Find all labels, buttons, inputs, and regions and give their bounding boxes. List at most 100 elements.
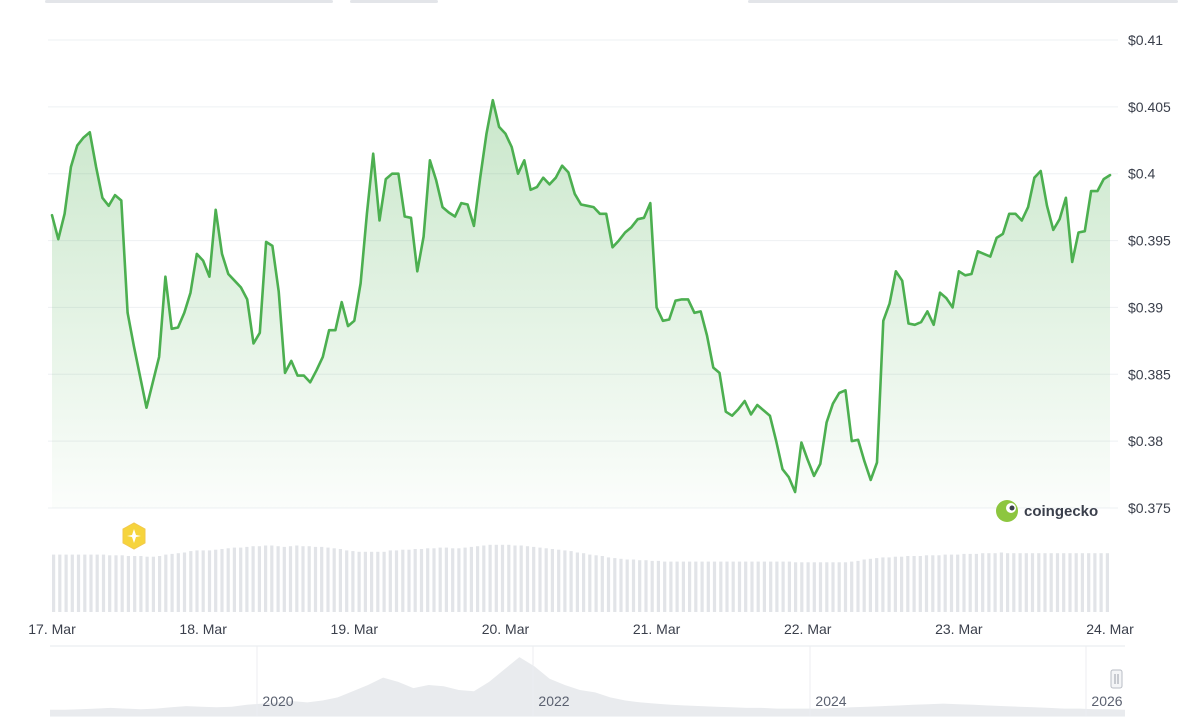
x-tick-label: 24. Mar xyxy=(1086,621,1134,637)
volume-bar xyxy=(787,561,791,612)
volume-bar xyxy=(326,547,330,612)
volume-bar xyxy=(1006,553,1010,612)
volume-bar xyxy=(295,545,299,612)
volume-bar xyxy=(488,544,492,612)
x-tick-label: 21. Mar xyxy=(633,621,681,637)
volume-bar xyxy=(376,551,380,612)
y-tick-label: $0.385 xyxy=(1128,366,1171,382)
volume-bar xyxy=(906,556,910,612)
volume-bar xyxy=(1055,553,1060,612)
x-tick-label: 17. Mar xyxy=(28,621,76,637)
volume-bar xyxy=(394,550,399,612)
volume-bar xyxy=(550,549,554,612)
volume-bar xyxy=(557,549,561,612)
volume-bar xyxy=(625,559,629,612)
volume-bar xyxy=(706,561,710,612)
volume-bar xyxy=(843,562,848,612)
volume-bar xyxy=(837,562,841,612)
y-tick-label: $0.375 xyxy=(1128,500,1171,516)
volume-bar xyxy=(656,560,660,612)
navigator-history xyxy=(50,646,1125,716)
volume-bar xyxy=(120,555,124,612)
volume-bar xyxy=(613,558,617,612)
volume-bar xyxy=(588,554,592,612)
volume-bar xyxy=(981,553,985,612)
y-tick-label: $0.4 xyxy=(1128,166,1155,182)
volume-bar xyxy=(70,554,74,612)
range-navigator[interactable]: 2020 2022 2024 2026 xyxy=(50,645,1125,717)
volume-bar xyxy=(270,545,274,612)
volume-bar xyxy=(282,546,286,612)
navigator-handle[interactable] xyxy=(1110,669,1123,689)
volume-bar xyxy=(1018,553,1022,612)
volume-bar xyxy=(494,544,498,612)
volume-bar xyxy=(806,562,810,612)
volume-bar xyxy=(513,545,517,612)
navigator-axis: 2020 2022 2024 2026 xyxy=(262,693,1122,709)
volume-bar xyxy=(669,561,673,612)
volume-bar xyxy=(507,544,511,612)
volume-bar xyxy=(875,558,879,612)
price-line-series xyxy=(50,98,1112,494)
volume-bar xyxy=(482,545,486,612)
volume-bar xyxy=(476,546,480,612)
volume-bar xyxy=(370,551,374,612)
volume-bar xyxy=(681,561,685,612)
volume-bar xyxy=(606,557,611,612)
volume-bar xyxy=(731,561,735,612)
volume-bar xyxy=(1012,553,1016,612)
volume-bar xyxy=(1068,553,1072,612)
event-marker-icon[interactable] xyxy=(122,522,146,550)
volume-bar xyxy=(151,556,155,612)
volume-bar xyxy=(257,546,261,612)
volume-bar xyxy=(519,545,523,612)
volume-bar xyxy=(887,557,891,612)
volume-bar xyxy=(401,549,405,612)
x-axis: 17. Mar 18. Mar 19. Mar 20. Mar 21. Mar 22. M… xyxy=(28,621,1134,637)
y-tick-label: $0.41 xyxy=(1128,32,1163,48)
volume-bar xyxy=(245,546,249,612)
volume-bar xyxy=(1093,553,1097,612)
volume-bar xyxy=(544,548,548,612)
y-axis: $0.41 $0.405 $0.4 $0.395 $0.39 $0.385 $0.38 $0.… xyxy=(1128,32,1171,516)
volume-bar xyxy=(382,551,386,612)
volume-bar xyxy=(158,556,162,612)
volume-bar xyxy=(1049,553,1053,612)
volume-bar xyxy=(307,546,311,612)
volume-bar xyxy=(794,562,798,612)
volume-bar xyxy=(1087,553,1091,612)
volume-bar xyxy=(962,553,966,612)
volume-bar xyxy=(332,548,336,612)
volume-bar xyxy=(320,546,324,612)
volume-bar xyxy=(538,547,542,612)
volume-bar xyxy=(644,560,648,612)
volume-bar xyxy=(189,551,193,612)
volume-bar xyxy=(133,556,137,612)
volume-bar xyxy=(1037,553,1041,612)
volume-bar xyxy=(426,548,430,612)
y-tick-label: $0.395 xyxy=(1128,233,1171,249)
navigator-year-label: 2024 xyxy=(815,693,846,709)
volume-bar xyxy=(1024,553,1028,612)
volume-bars xyxy=(52,544,1109,612)
volume-bar xyxy=(363,551,367,612)
price-area-fill xyxy=(52,100,1110,508)
x-tick-label: 22. Mar xyxy=(784,621,832,637)
volume-bar xyxy=(101,554,106,612)
volume-bar xyxy=(569,551,573,612)
x-tick-label: 19. Mar xyxy=(331,621,379,637)
volume-bar xyxy=(207,550,212,612)
volume-bar xyxy=(719,561,723,612)
volume-bar xyxy=(1030,553,1035,612)
volume-bar xyxy=(195,550,199,612)
volume-bar xyxy=(688,561,692,612)
volume-bar xyxy=(89,554,93,612)
volume-bar xyxy=(444,547,448,612)
volume-bar xyxy=(638,560,642,612)
volume-bar xyxy=(924,555,929,612)
volume-bar xyxy=(993,553,997,612)
volume-bar xyxy=(108,555,112,612)
volume-bar xyxy=(744,561,748,612)
volume-bar xyxy=(850,561,854,612)
